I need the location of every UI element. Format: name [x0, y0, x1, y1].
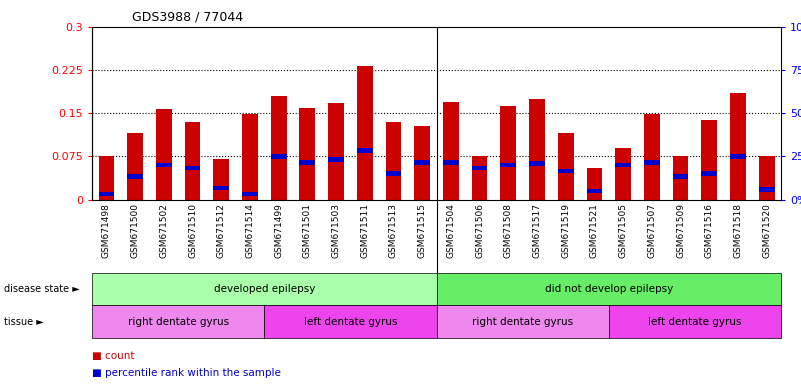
Bar	[156, 109, 171, 200]
Text: ■ percentile rank within the sample: ■ percentile rank within the sample	[92, 368, 281, 378]
Bar	[242, 192, 258, 196]
Bar	[271, 154, 287, 159]
Bar	[673, 157, 688, 200]
Text: developed epilepsy: developed epilepsy	[214, 284, 315, 294]
Bar	[557, 133, 574, 200]
Text: did not develop epilepsy: did not develop epilepsy	[545, 284, 673, 294]
Text: tissue ►: tissue ►	[4, 316, 44, 327]
Text: GSM671520: GSM671520	[762, 204, 771, 258]
Text: GSM671504: GSM671504	[446, 204, 456, 258]
Bar	[414, 126, 430, 200]
Bar	[702, 171, 717, 176]
Text: GSM671499: GSM671499	[274, 204, 284, 258]
Bar	[328, 157, 344, 162]
Text: GSM671514: GSM671514	[245, 204, 255, 258]
Bar	[443, 160, 459, 164]
Text: GSM671515: GSM671515	[417, 204, 427, 258]
Bar	[529, 99, 545, 200]
Bar	[99, 157, 115, 200]
Text: GSM671508: GSM671508	[504, 204, 513, 258]
Bar	[213, 186, 229, 190]
Text: GDS3988 / 77044: GDS3988 / 77044	[132, 10, 244, 23]
Text: right dentate gyrus: right dentate gyrus	[127, 316, 229, 327]
Text: GSM671518: GSM671518	[734, 204, 743, 258]
Text: GSM671505: GSM671505	[618, 204, 628, 258]
Bar	[759, 187, 775, 192]
Bar	[472, 166, 488, 170]
Bar	[156, 163, 171, 167]
Bar	[501, 163, 516, 167]
Bar	[615, 163, 631, 167]
Bar	[615, 148, 631, 200]
Bar	[557, 169, 574, 173]
Text: GSM671510: GSM671510	[188, 204, 197, 258]
Bar	[443, 102, 459, 200]
Text: GSM671516: GSM671516	[705, 204, 714, 258]
Bar	[673, 174, 688, 179]
Bar	[501, 106, 516, 200]
Text: GSM671509: GSM671509	[676, 204, 685, 258]
Text: ■ count: ■ count	[92, 351, 135, 361]
Text: GSM671517: GSM671517	[533, 204, 541, 258]
Bar	[385, 171, 401, 176]
Bar	[185, 166, 200, 170]
Bar	[127, 133, 143, 200]
Bar	[242, 114, 258, 200]
Bar	[185, 122, 200, 200]
Bar	[357, 66, 372, 200]
Bar	[328, 103, 344, 200]
Text: GSM671502: GSM671502	[159, 204, 168, 258]
Bar	[385, 122, 401, 200]
Bar	[92, 305, 264, 338]
Bar	[586, 189, 602, 193]
Bar	[300, 160, 316, 164]
Bar	[644, 114, 660, 200]
Text: GSM671519: GSM671519	[562, 204, 570, 258]
Text: disease state ►: disease state ►	[4, 284, 80, 294]
Bar	[586, 168, 602, 200]
Bar	[213, 159, 229, 200]
Text: GSM671507: GSM671507	[647, 204, 656, 258]
Bar	[357, 148, 372, 153]
Bar	[759, 157, 775, 200]
Text: left dentate gyrus: left dentate gyrus	[304, 316, 397, 327]
Text: right dentate gyrus: right dentate gyrus	[472, 316, 574, 327]
Text: GSM671501: GSM671501	[303, 204, 312, 258]
Bar	[730, 154, 746, 159]
Text: GSM671500: GSM671500	[131, 204, 139, 258]
Bar	[271, 96, 287, 200]
Text: GSM671498: GSM671498	[102, 204, 111, 258]
Bar	[300, 108, 316, 200]
Bar	[127, 174, 143, 179]
Bar	[92, 273, 437, 305]
Bar	[609, 305, 781, 338]
Bar	[437, 305, 609, 338]
Text: GSM671521: GSM671521	[590, 204, 599, 258]
Bar	[437, 273, 781, 305]
Text: GSM671511: GSM671511	[360, 204, 369, 258]
Text: GSM671503: GSM671503	[332, 204, 340, 258]
Text: GSM671512: GSM671512	[217, 204, 226, 258]
Bar	[702, 120, 717, 200]
Bar	[644, 160, 660, 164]
Bar	[264, 305, 437, 338]
Text: left dentate gyrus: left dentate gyrus	[648, 316, 742, 327]
Bar	[529, 161, 545, 166]
Bar	[414, 160, 430, 164]
Bar	[99, 192, 115, 196]
Bar	[472, 157, 488, 200]
Bar	[730, 93, 746, 200]
Text: GSM671513: GSM671513	[389, 204, 398, 258]
Text: GSM671506: GSM671506	[475, 204, 484, 258]
